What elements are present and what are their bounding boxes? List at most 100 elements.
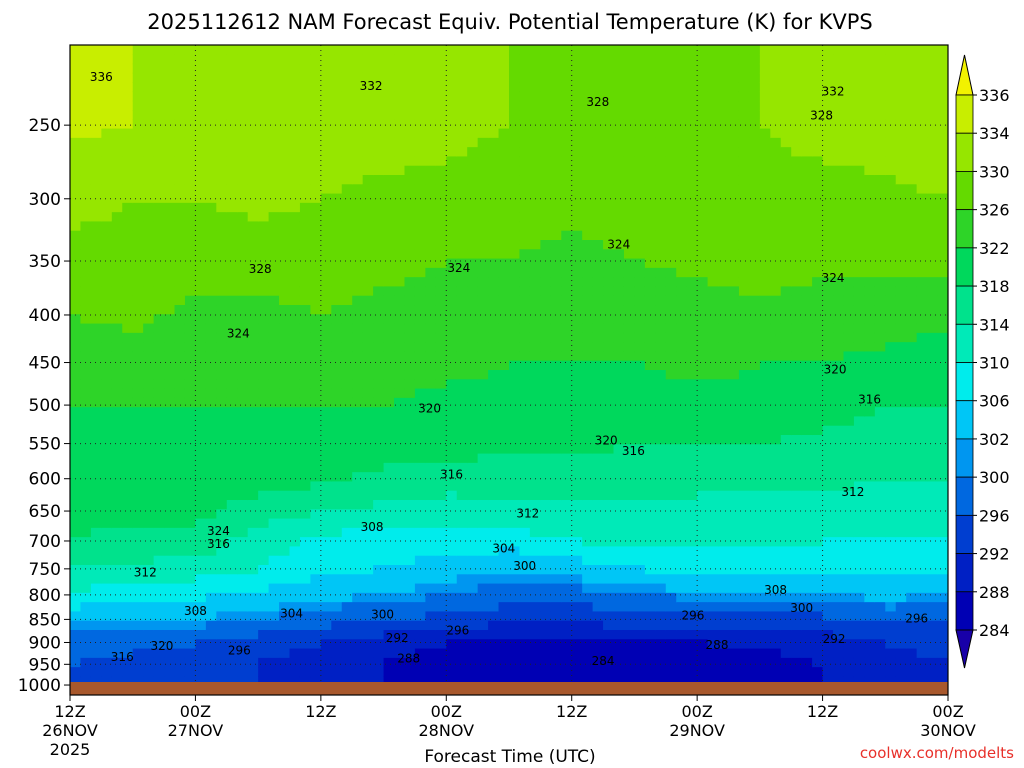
field-cell xyxy=(352,63,364,74)
field-cell xyxy=(111,258,123,269)
field-cell xyxy=(216,620,228,631)
field-cell xyxy=(728,82,740,93)
field-cell xyxy=(509,490,521,501)
field-cell xyxy=(195,314,207,325)
field-cell xyxy=(352,267,364,278)
field-cell xyxy=(707,602,719,613)
field-cell xyxy=(634,407,646,418)
field-cell xyxy=(205,546,217,557)
field-cell xyxy=(655,425,667,436)
field-cell xyxy=(247,425,259,436)
field-cell xyxy=(132,230,144,241)
field-cell xyxy=(435,416,447,427)
field-cell xyxy=(153,147,165,158)
field-cell xyxy=(226,277,238,288)
field-cell xyxy=(268,184,280,195)
field-cell xyxy=(164,630,176,640)
field-cell xyxy=(143,295,155,306)
field-cell xyxy=(414,425,426,436)
field-cell xyxy=(414,305,426,315)
field-cell xyxy=(310,388,322,399)
field-cell xyxy=(247,416,259,427)
field-cell xyxy=(728,444,740,455)
field-cell xyxy=(184,314,197,325)
field-cell xyxy=(759,509,771,520)
field-cell xyxy=(571,379,583,390)
field-cell xyxy=(310,342,322,353)
field-cell xyxy=(571,63,583,74)
field-cell xyxy=(456,546,468,557)
field-cell xyxy=(467,667,479,678)
field-cell xyxy=(362,230,374,241)
field-cell xyxy=(738,63,750,74)
field-cell xyxy=(289,676,301,687)
field-cell xyxy=(582,500,594,510)
field-cell xyxy=(446,416,458,427)
field-cell xyxy=(509,45,521,55)
field-cell xyxy=(341,425,353,436)
field-cell xyxy=(132,537,144,548)
field-cell xyxy=(237,175,249,185)
field-cell xyxy=(279,332,291,343)
field-cell xyxy=(780,648,792,659)
field-cell xyxy=(686,527,698,538)
field-cell xyxy=(90,370,102,380)
field-cell xyxy=(770,639,782,650)
field-cell xyxy=(759,156,771,167)
field-cell xyxy=(519,147,531,158)
field-cell xyxy=(362,119,374,130)
field-cell xyxy=(623,82,636,93)
field-cell xyxy=(477,165,489,176)
field-cell xyxy=(759,230,771,241)
field-cell xyxy=(780,351,792,362)
field-cell xyxy=(195,370,207,380)
field-cell xyxy=(289,175,301,185)
field-cell xyxy=(561,388,573,399)
field-cell xyxy=(425,184,437,195)
field-cell xyxy=(258,407,270,418)
field-cell xyxy=(623,490,636,501)
field-cell xyxy=(780,249,792,260)
field-cell xyxy=(592,565,604,575)
field-cell xyxy=(467,342,479,353)
field-cell xyxy=(425,128,437,139)
field-cell xyxy=(770,221,782,232)
field-cell xyxy=(153,537,165,548)
field-cell xyxy=(90,175,102,185)
field-cell xyxy=(686,611,698,622)
field-cell xyxy=(184,407,197,418)
field-cell xyxy=(226,230,238,241)
field-cell xyxy=(122,602,134,613)
field-cell xyxy=(341,54,353,65)
field-cell xyxy=(414,583,426,594)
field-cell xyxy=(488,444,500,455)
field-cell xyxy=(362,193,374,204)
field-cell xyxy=(791,407,803,418)
field-cell xyxy=(164,527,176,538)
field-cell xyxy=(571,286,583,297)
field-cell xyxy=(603,592,615,603)
field-cell xyxy=(718,472,730,483)
field-cell xyxy=(414,397,426,408)
field-cell xyxy=(216,212,228,223)
field-cell xyxy=(373,416,385,427)
field-cell xyxy=(101,360,113,371)
field-cell xyxy=(90,537,102,548)
field-cell xyxy=(686,639,698,650)
field-cell xyxy=(310,416,322,427)
field-cell xyxy=(268,230,280,241)
field-cell xyxy=(623,249,636,260)
field-cell xyxy=(665,444,677,455)
field-cell xyxy=(467,527,479,538)
field-cell xyxy=(310,472,322,483)
field-cell xyxy=(728,230,740,241)
field-cell xyxy=(488,137,500,148)
field-cell xyxy=(718,193,730,204)
field-cell xyxy=(634,240,646,250)
field-cell xyxy=(226,202,238,213)
field-cell xyxy=(644,407,656,418)
field-cell xyxy=(582,128,594,139)
field-cell xyxy=(665,193,677,204)
field-cell xyxy=(749,175,761,185)
field-cell xyxy=(394,351,406,362)
